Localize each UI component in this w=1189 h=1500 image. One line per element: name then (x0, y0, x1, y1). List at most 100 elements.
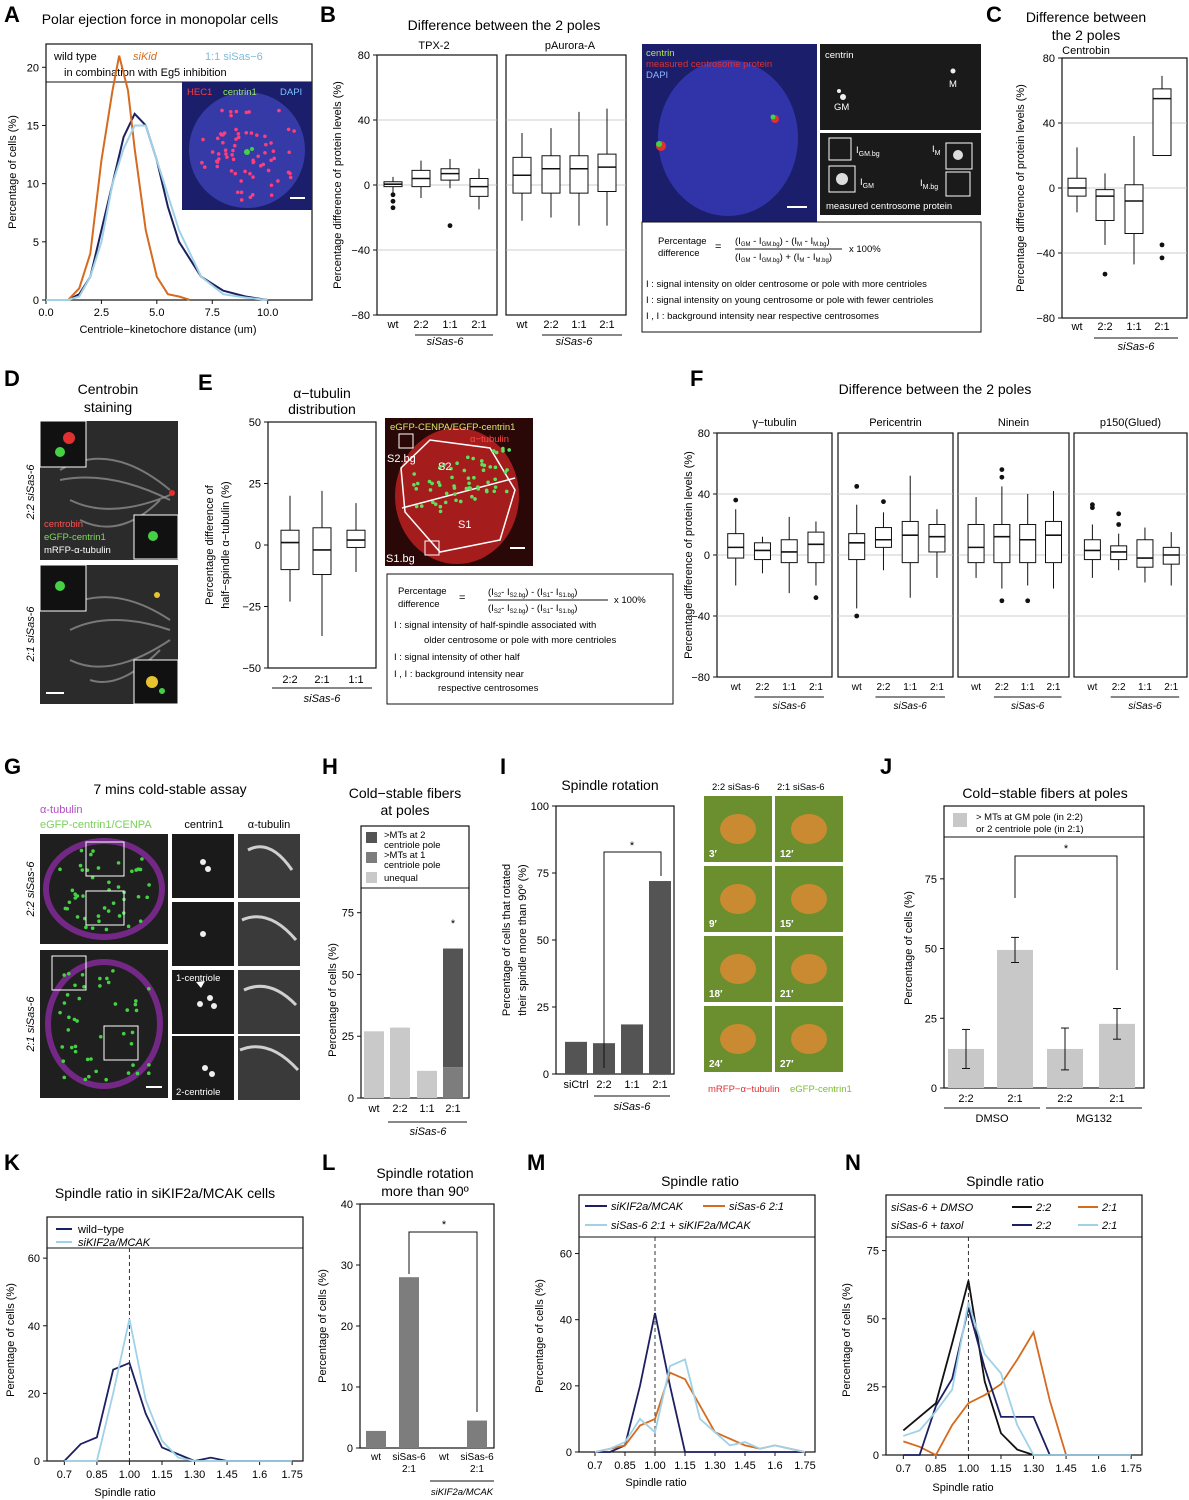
kinetochore-dot-e (443, 500, 448, 505)
centrin-dot (244, 149, 250, 155)
g-centrin-1 (172, 834, 234, 898)
j-xtick-label: 2:2 (1057, 1093, 1072, 1105)
panel-b-formula-box: Percentage difference = (IGM - IGM.bg) -… (641, 221, 982, 333)
kinetochore-dot-e (430, 481, 434, 486)
kinetochore-dot (221, 140, 225, 145)
formula-box-e (386, 573, 674, 705)
micrograph-g-21 (40, 950, 168, 1098)
dot-g (80, 868, 85, 872)
legend-eg5-note: in combination with Eg5 inhibition (64, 67, 227, 79)
dot-g (78, 863, 83, 868)
kinetochore-dot (222, 131, 227, 135)
h-ytick-label: 50 (342, 969, 354, 981)
e-box (312, 527, 332, 576)
label-igm-bg: IGM.bg (856, 145, 880, 158)
panel-k: Spindle ratio in siKIF2a/MCAK cells wild… (5, 1185, 304, 1499)
kinetochore-dot (215, 160, 220, 164)
c-ytick-label: 0 (1049, 183, 1055, 195)
e-ytick-label: 0 (255, 540, 261, 552)
inset-centrin-dot-3 (55, 581, 65, 591)
j-xtick-label: 2:1 (1109, 1093, 1124, 1105)
f-2-outlier (999, 598, 1005, 604)
tubulin-fiber (247, 845, 294, 871)
panel-j-ylabel: Percentage of cells (%) (903, 891, 915, 1005)
pole-overlap (154, 592, 160, 598)
panel-n: Spindle ratio siSas-6 + DMSO siSas-6 + t… (841, 1173, 1143, 1494)
dot-g (82, 984, 86, 989)
kinetochore-dot-e (494, 450, 499, 455)
legend-h-1a: >MTs at 2 (384, 830, 425, 841)
i-ytick-label: 0 (543, 1069, 549, 1081)
kinetochore-dot-e (433, 502, 438, 506)
kinetochore-dot (269, 158, 273, 163)
kinetochore-dot-e (464, 486, 469, 491)
f-ytick-label: −40 (691, 611, 710, 623)
spindle-divider (401, 477, 516, 509)
kinetochore-dot (250, 193, 255, 197)
kinetochore-dot-e (455, 461, 459, 466)
kinetochore-dot (234, 137, 238, 141)
kinetochore-dot (288, 171, 292, 176)
legend-centrin: eGFP-centrin1 (44, 532, 106, 543)
f-xtick-label: 2:2 (995, 682, 1009, 693)
b-tpx2-box (469, 178, 489, 197)
i-xtick-label: siCtrl (563, 1079, 588, 1091)
legend-n-row2: siSas-6 + taxol (891, 1220, 964, 1232)
kinetochore-dot (264, 142, 268, 147)
spindle-g-21 (45, 959, 163, 1089)
kinetochore-dot (269, 183, 274, 188)
f-1-box (848, 533, 866, 561)
f-xtick-label: 1:1 (782, 682, 796, 693)
roi-g-3 (51, 955, 87, 991)
dot-g (146, 1071, 151, 1075)
f-xtick-label: wt (970, 682, 981, 693)
dot-g (121, 1031, 126, 1036)
formula-b-lhs2: difference (658, 248, 700, 259)
dot-g (126, 924, 131, 929)
dot-g (75, 894, 80, 898)
b-ytick-label: −40 (351, 245, 370, 257)
label-dapi-b: DAPI (646, 70, 668, 81)
dot-g (104, 927, 109, 932)
f-0-box (807, 531, 825, 564)
kinetochore-dot (269, 141, 273, 145)
box-s2bg (398, 433, 414, 449)
f-1-outlier (881, 499, 886, 505)
inset-centrobin-dot (63, 432, 75, 444)
i-xtick-label: 1:1 (624, 1079, 639, 1091)
f-2-outlier (999, 467, 1005, 472)
f-3-outlier (1089, 502, 1095, 508)
kinetochore-dot-e (414, 487, 419, 491)
legend-n-d: 2:1 (1101, 1220, 1117, 1232)
panel-letter-i: I (500, 754, 506, 779)
formula-e-def-5: respective centrosomes (438, 683, 539, 694)
k-xtick-label: 1.00 (119, 1469, 140, 1481)
legend-h-swatch-3 (366, 872, 377, 883)
dot-g (90, 926, 95, 930)
kinetochore-dot (286, 127, 291, 132)
panel-a-ylabel: Percentage of cells (%) (7, 115, 19, 229)
f-ytick-label: −80 (691, 672, 710, 684)
legend-j-swatch (953, 813, 967, 827)
panel-letter-l: L (322, 1150, 335, 1175)
inset-d-22-top (39, 420, 87, 468)
micrograph-g-22 (40, 834, 168, 944)
f-2-outlier (1025, 598, 1031, 604)
kinetochore-dot (217, 157, 221, 161)
panel-i-head-21: 2:1 siSas-6 (777, 782, 825, 793)
n-series-line (903, 1307, 1132, 1456)
b-tpx2-outlier (390, 205, 396, 211)
kinetochore-dot (239, 198, 244, 202)
centriole-gm-2 (837, 89, 841, 93)
i-time-label: 9′ (709, 919, 718, 930)
dot-g (73, 1049, 78, 1054)
g-tubulin-4 (238, 1036, 300, 1100)
dot-g (104, 1077, 108, 1082)
c-xtick-label: 2:2 (1097, 321, 1112, 333)
legend-n-c: 2:2 (1035, 1220, 1051, 1232)
panel-c-title-1: Difference between (1026, 9, 1146, 25)
kinetochore-dot (287, 150, 291, 155)
panel-letter-b: B (320, 2, 336, 27)
panel-h: Cold−stable fibers at poles >MTs at 2 ce… (327, 785, 470, 1138)
